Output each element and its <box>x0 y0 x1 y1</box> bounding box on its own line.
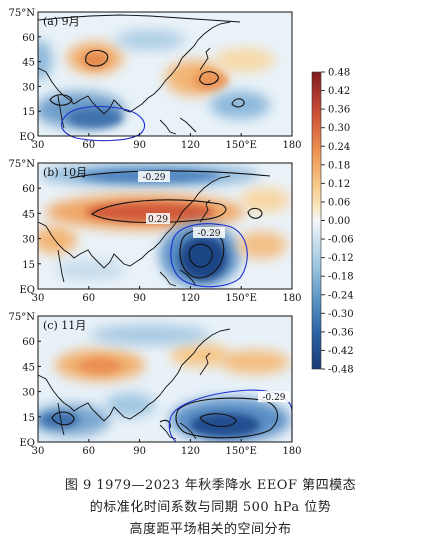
x-tick-label: 90 <box>133 293 146 304</box>
panel-b-axes: 30 60 90 120 150°E 180 75°N 60 45 30 15 EQ <box>9 159 302 304</box>
x-tick-label: 60 <box>82 293 95 304</box>
y-tick-label: 15 <box>22 260 35 271</box>
colorbar-ticks: 0.48 0.42 0.36 0.30 0.24 0.18 0.12 0.06 0.00 -0.0… <box>321 68 354 376</box>
panel-c-frame <box>37 315 293 443</box>
colorbar-tick-label: -0.30 <box>328 309 354 320</box>
y-tick-label: 75°N <box>9 159 36 170</box>
x-tick-label: 60 <box>82 140 95 151</box>
panel-a: (a) 9月 <box>37 11 293 142</box>
panel-b-coastlines <box>38 175 231 287</box>
x-tick-label: 60 <box>82 446 95 457</box>
colorbar-tick-label: 0.42 <box>328 86 350 97</box>
x-tick-label: 180 <box>282 293 301 304</box>
caption-line-1: 图 9 1979—2023 年秋季降水 EEOF 第四模态 <box>64 478 357 493</box>
x-tick-label: 90 <box>133 446 146 457</box>
colorbar-tick-label: -0.24 <box>328 290 354 301</box>
y-tick-label: 30 <box>22 82 35 93</box>
x-tick-label: 120 <box>181 293 200 304</box>
colorbar-tick-label: 0.18 <box>328 160 350 171</box>
x-tick-label: 150°E <box>226 293 257 304</box>
x-tick-label: 120 <box>181 140 200 151</box>
caption-line-2: 的标准化时间系数与同期 500 hPa 位势 <box>89 500 332 515</box>
colorbar-tick-label: 0.12 <box>328 179 350 190</box>
panel-c-contours <box>51 397 279 439</box>
y-tick-label: 15 <box>22 107 35 118</box>
colorbar-tick-label: 0.30 <box>328 123 350 134</box>
panel-c-axes: 30 60 90 120 150°E 180 75°N 60 45 30 15 EQ <box>9 312 302 457</box>
y-tick-label: 60 <box>22 184 35 195</box>
y-tick-label: 15 <box>22 413 35 424</box>
contour-label: -0.29 <box>142 173 165 183</box>
y-tick-label: 75°N <box>9 8 36 19</box>
contour-label: -0.29 <box>262 393 285 403</box>
panel-c-label: (c) 11月 <box>43 319 86 332</box>
x-tick-label: 30 <box>32 293 45 304</box>
colorbar-tick-label: -0.06 <box>328 235 354 246</box>
colorbar-tick-label: -0.18 <box>328 272 354 283</box>
x-tick-label: 30 <box>32 446 45 457</box>
y-tick-label: 60 <box>22 33 35 44</box>
panel-c-contour-labels: -0.29 <box>258 391 290 403</box>
panel-a-axes: 30 60 90 120 150°E 180 75°N 60 45 30 15 EQ <box>9 8 302 151</box>
panel-b-frame <box>37 162 293 290</box>
caption-line-3: 高度距平场相关的空间分布 <box>129 522 292 537</box>
panel-b: -0.29 0.29 -0.29 (b) 10月 <box>37 162 293 290</box>
y-tick-label: EQ <box>20 285 36 296</box>
x-tick-label: 180 <box>282 140 301 151</box>
colorbar-tick-label: 0.24 <box>328 142 350 153</box>
colorbar-tick-label: -0.12 <box>328 253 354 264</box>
x-tick-label: 90 <box>133 140 146 151</box>
panel-b-shading <box>38 163 290 287</box>
y-tick-label: 75°N <box>9 312 36 323</box>
panel-b-label: (b) 10月 <box>43 166 87 179</box>
panel-c-coastlines <box>38 328 231 440</box>
colorbar: 0.48 0.42 0.36 0.30 0.24 0.18 0.12 0.06 0.00 -0.0… <box>311 68 354 376</box>
panel-a-label: (a) 9月 <box>43 15 80 28</box>
panel-c-shading <box>38 325 290 442</box>
x-tick-label: 120 <box>181 446 200 457</box>
panel-b-contour-labels: -0.29 0.29 -0.29 <box>138 171 225 239</box>
colorbar-tick-label: 0.00 <box>328 216 350 227</box>
contour-label: -0.29 <box>197 229 220 239</box>
y-tick-label: EQ <box>20 132 36 143</box>
y-tick-label: 45 <box>22 58 35 69</box>
colorbar-bar <box>311 71 322 370</box>
contour-label: 0.29 <box>148 215 168 225</box>
panel-a-contours <box>49 49 245 108</box>
figure: (a) 9月 <box>9 8 354 457</box>
x-tick-label: 150°E <box>226 446 257 457</box>
panel-a-frame <box>37 11 293 137</box>
colorbar-tick-label: -0.42 <box>328 346 354 357</box>
y-tick-label: 30 <box>22 388 35 399</box>
panel-c: -0.29 (c) 11月 <box>37 315 293 443</box>
x-tick-label: 180 <box>282 446 301 457</box>
colorbar-tick-label: -0.48 <box>328 365 354 376</box>
colorbar-tick-label: 0.06 <box>328 197 350 208</box>
colorbar-tick-label: -0.36 <box>328 327 354 338</box>
y-tick-label: 45 <box>22 209 35 220</box>
y-tick-label: 60 <box>22 337 35 348</box>
colorbar-tick-label: 0.36 <box>328 105 350 116</box>
x-tick-label: 150°E <box>226 140 257 151</box>
y-tick-label: EQ <box>20 438 36 449</box>
y-tick-label: 30 <box>22 235 35 246</box>
panel-a-coastlines <box>38 14 241 135</box>
colorbar-tick-label: 0.48 <box>328 68 350 79</box>
panel-b-significance-contour <box>170 223 248 288</box>
y-tick-label: 45 <box>22 362 35 373</box>
x-tick-label: 30 <box>32 140 45 151</box>
panel-a-shading <box>38 30 275 128</box>
